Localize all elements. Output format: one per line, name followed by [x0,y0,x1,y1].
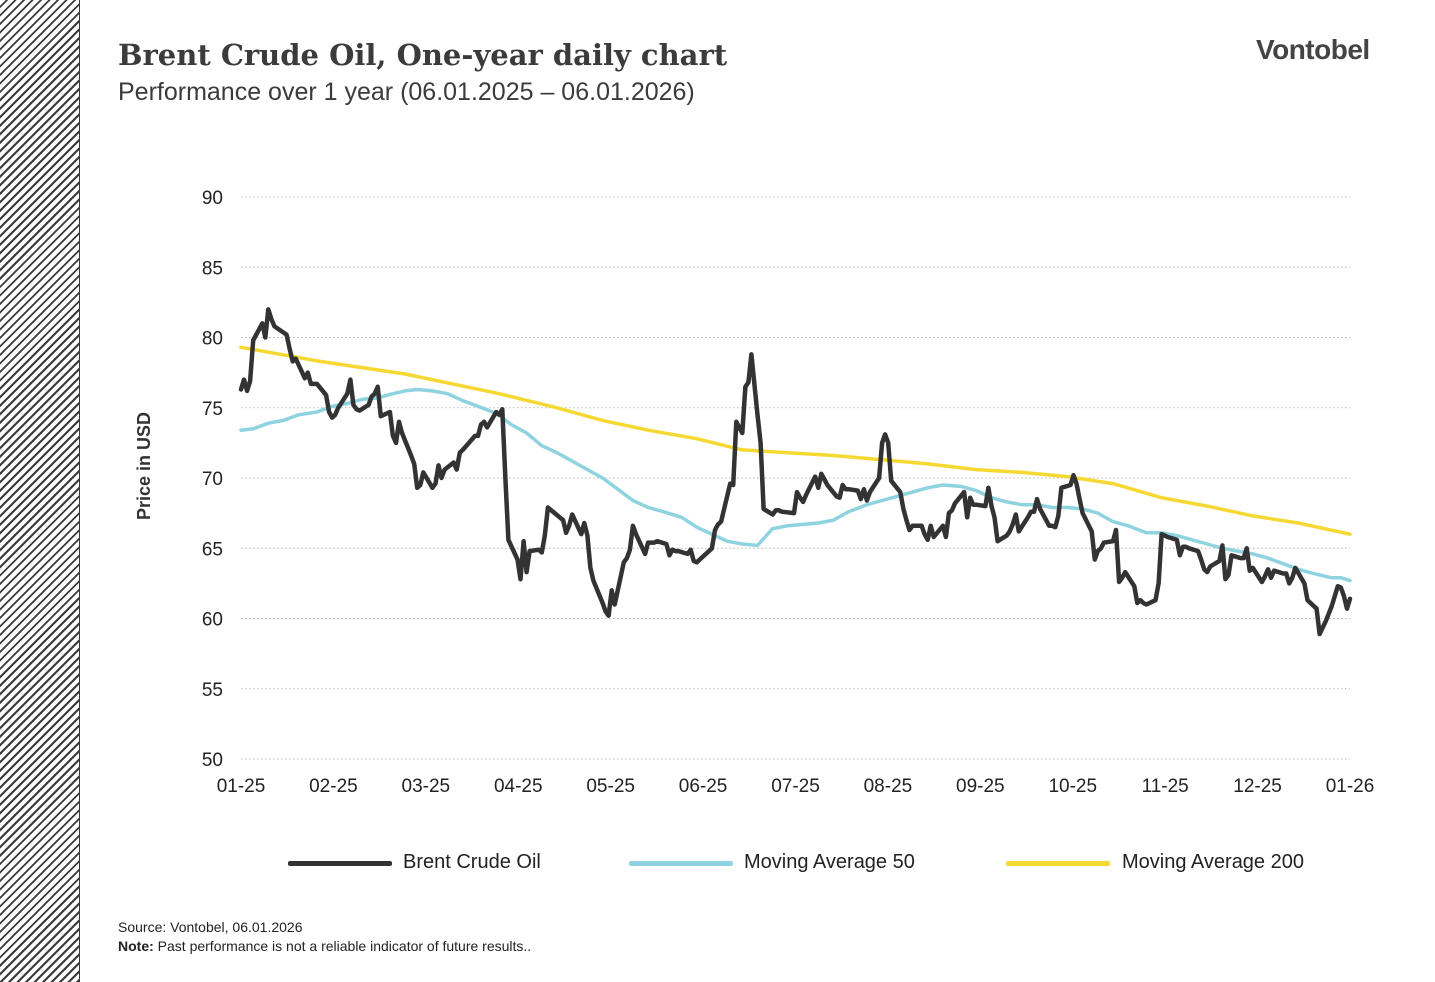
y-tick-label: 70 [202,469,223,490]
legend-label-brent: Brent Crude Oil [403,851,541,873]
x-axis-ticks: 01-25 02-25 03-25 04-25 05-25 06-25 07-25 08-25… [217,776,1375,797]
series-line-ma200 [239,345,1352,536]
legend-label-ma50: Moving Average 50 [744,851,915,873]
legend-swatch-brent [288,861,392,866]
x-tick-label: 08-25 [864,776,913,797]
series-line-brent [238,307,1353,637]
y-tick-label: 65 [202,539,223,560]
y-tick-label: 55 [202,680,223,701]
disclaimer-label: Note: [118,938,154,954]
x-tick-label: 03-25 [402,776,451,797]
x-tick-label: 06-25 [679,776,728,797]
x-tick-label: 09-25 [956,776,1005,797]
y-tick-label: 60 [202,610,223,631]
y-tick-label: 85 [202,258,223,279]
x-tick-label: 01-26 [1326,776,1375,797]
x-tick-label: 12-25 [1233,776,1282,797]
x-tick-label: 02-25 [309,776,358,797]
disclaimer-note: Note: Past performance is not a reliable… [118,938,531,954]
x-tick-label: 10-25 [1048,776,1097,797]
y-tick-label: 90 [202,188,223,209]
legend-swatch-ma50 [629,861,733,866]
y-axis-ticks: 90 85 80 75 70 65 60 55 50 [202,188,223,771]
vontobel-logo: Vontobel [1256,34,1370,65]
y-tick-label: 75 [202,399,223,420]
y-tick-label: 80 [202,329,223,350]
source-note: Source: Vontobel, 06.01.2026 [118,919,303,935]
x-tick-label: 04-25 [494,776,543,797]
series-lines [238,307,1353,637]
decorative-hatch-band [0,0,80,982]
gridlines [241,196,1350,760]
y-tick-label: 50 [202,750,223,771]
chart-title: Brent Crude Oil, One-year daily chart [118,38,728,72]
legend-swatch-ma200 [1006,861,1110,866]
series-line-ma50 [239,387,1352,583]
x-tick-label: 01-25 [217,776,266,797]
disclaimer-text: Past performance is not a reliable indic… [153,938,532,954]
x-tick-label: 11-25 [1142,776,1189,797]
x-tick-label: 07-25 [771,776,820,797]
x-tick-label: 05-25 [586,776,635,797]
y-axis-label: Price in USD [134,412,154,520]
legend-label-ma200: Moving Average 200 [1122,851,1304,873]
chart-subtitle: Performance over 1 year (06.01.2025 – 06… [118,78,695,106]
